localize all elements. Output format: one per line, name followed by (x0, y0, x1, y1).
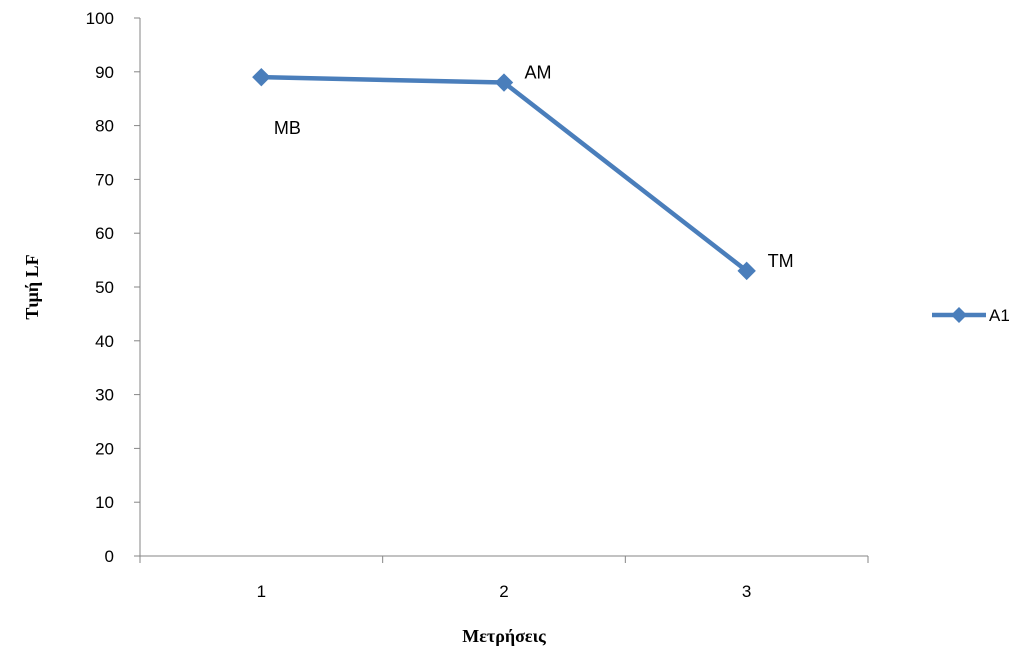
data-point-label: MB (274, 118, 301, 138)
point-labels: MB AM TM (274, 63, 794, 271)
legend: A1 (932, 306, 1010, 325)
y-tick-label: 10 (95, 493, 114, 512)
y-tick-label: 0 (105, 547, 114, 566)
y-tick-label: 50 (95, 278, 114, 297)
series-line (261, 74, 749, 273)
x-tick-label: 2 (499, 582, 508, 601)
axes: 0 10 20 30 40 50 60 70 80 90 100 1 2 3 (86, 9, 869, 601)
y-tick-label: 60 (95, 224, 114, 243)
legend-label: A1 (989, 306, 1010, 325)
x-ticks: 1 2 3 (139, 556, 869, 601)
y-ticks: 0 10 20 30 40 50 60 70 80 90 100 (86, 9, 140, 566)
data-point-marker (494, 73, 514, 92)
y-tick-label: 20 (95, 439, 114, 458)
legend-marker (951, 307, 967, 323)
y-tick-label: 30 (95, 386, 114, 405)
y-tick-label: 40 (95, 332, 114, 351)
y-tick-label: 70 (95, 170, 114, 189)
x-tick-label: 3 (742, 582, 751, 601)
y-tick-label: 80 (95, 117, 114, 136)
data-point-marker (252, 67, 271, 87)
y-tick-label: 90 (95, 63, 114, 82)
data-point-label: AM (525, 63, 552, 83)
data-point-label: TM (768, 251, 794, 271)
data-point-marker (737, 261, 756, 281)
x-tick-label: 1 (257, 582, 266, 601)
x-axis-title: Μετρήσεις (462, 626, 546, 646)
series-layer (252, 67, 756, 281)
y-axis-title: Τιμή LF (22, 254, 42, 319)
y-tick-label: 100 (86, 9, 114, 28)
